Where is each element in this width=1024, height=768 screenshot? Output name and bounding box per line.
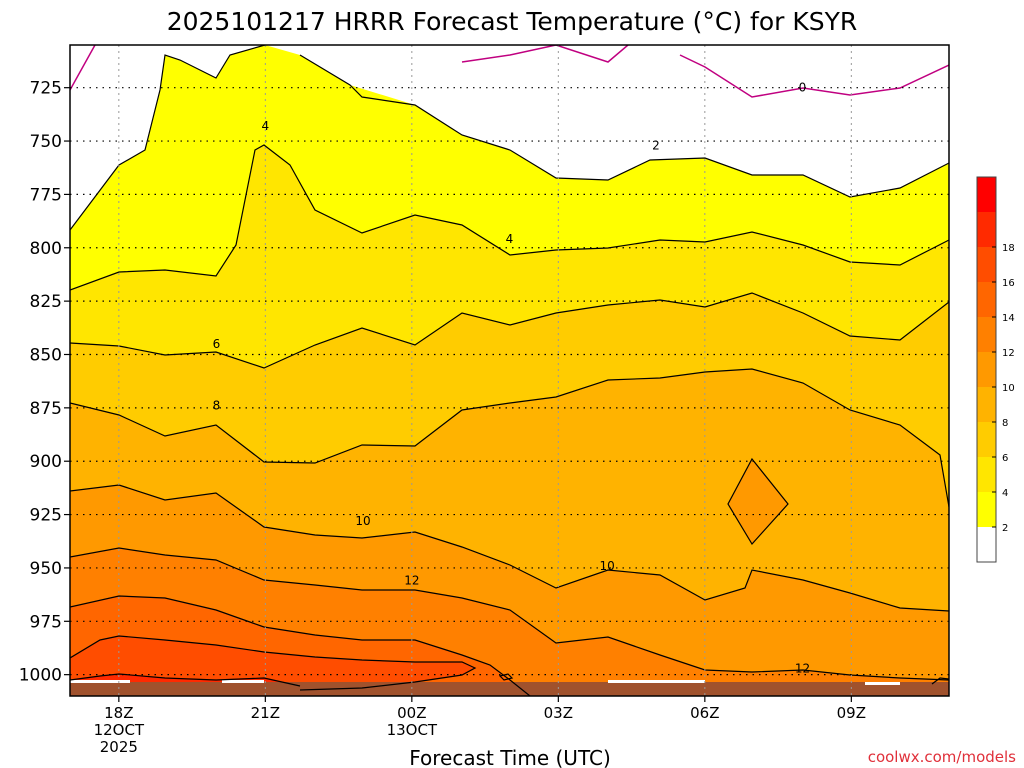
contour-line-2 bbox=[70, 45, 949, 231]
colorbar-label: 12 bbox=[1002, 348, 1015, 359]
colorbar-label: 4 bbox=[1002, 488, 1008, 499]
y-tick-label: 925 bbox=[30, 506, 62, 526]
x-tick-label: 09Z bbox=[837, 704, 866, 722]
x-tick-label: 21Z bbox=[251, 704, 280, 722]
y-tick-label: 825 bbox=[30, 292, 62, 312]
contour-label: 4 bbox=[262, 119, 270, 133]
contour-label: 10 bbox=[355, 514, 370, 528]
contour-label: 4 bbox=[506, 232, 514, 246]
y-axis-ticks: 725 750 775 800 825 850 875 900 925 950 975 1000 bbox=[19, 79, 70, 686]
colorbar-label: 14 bbox=[1002, 313, 1015, 324]
colorbar: 2 4 6 8 10 12 14 16 18 bbox=[976, 176, 1015, 563]
x-tick-label: 18Z bbox=[104, 704, 133, 722]
colorbar-label: 18 bbox=[1002, 243, 1015, 254]
y-tick-label: 775 bbox=[30, 185, 62, 205]
credit-text: coolwx.com/models bbox=[868, 748, 1016, 766]
x-tick-label: 12OCT bbox=[94, 721, 145, 739]
contour-line-8 bbox=[70, 368, 949, 508]
x-tick-label: 06Z bbox=[690, 704, 719, 722]
contour-label: 2 bbox=[652, 138, 660, 152]
contour-line-10 bbox=[70, 484, 949, 612]
contour-label: 12 bbox=[404, 574, 419, 588]
colorbar-label: 16 bbox=[1002, 278, 1015, 289]
contour-lines bbox=[70, 45, 949, 696]
contour-line-10-island bbox=[727, 457, 789, 546]
y-tick-label: 875 bbox=[30, 399, 62, 419]
contour-line-4 bbox=[70, 144, 949, 291]
colorbar-swatch bbox=[977, 352, 996, 387]
colorbar-swatch bbox=[977, 317, 996, 352]
colorbar-swatch bbox=[977, 527, 996, 562]
colorbar-swatch bbox=[977, 177, 996, 212]
y-tick-label: 900 bbox=[30, 452, 62, 472]
contour-label: 6 bbox=[213, 337, 221, 351]
y-tick-label: 950 bbox=[30, 559, 62, 579]
colorbar-label: 6 bbox=[1002, 453, 1008, 464]
ground-gap bbox=[222, 680, 264, 683]
colorbar-swatch bbox=[977, 492, 996, 527]
contour-line-small bbox=[498, 673, 949, 685]
x-tick-label: 03Z bbox=[544, 704, 573, 722]
band-10-12-island bbox=[728, 459, 788, 544]
plot-frame bbox=[69, 44, 950, 697]
ground-gap bbox=[70, 680, 130, 683]
y-tick-label: 800 bbox=[30, 239, 62, 259]
colorbar-label: 10 bbox=[1002, 383, 1015, 394]
y-tick-label: 975 bbox=[30, 612, 62, 632]
colorbar-swatch bbox=[977, 247, 996, 282]
contour-label: 0 bbox=[799, 81, 807, 95]
contour-label: 12 bbox=[795, 661, 810, 675]
y-tick-label: 1000 bbox=[19, 666, 62, 686]
colorbar-swatch bbox=[977, 282, 996, 317]
x-tick-label: 13OCT bbox=[387, 721, 438, 739]
y-tick-label: 725 bbox=[30, 79, 62, 99]
contour-line-12 bbox=[70, 547, 949, 681]
ground-gap bbox=[608, 680, 705, 683]
x-tick-label: 00Z bbox=[397, 704, 426, 722]
colorbar-label: 2 bbox=[1002, 523, 1008, 534]
y-tick-label: 750 bbox=[30, 132, 62, 152]
colorbar-swatch bbox=[977, 387, 996, 422]
chart-title: 2025101217 HRRR Forecast Temperature (°C… bbox=[167, 7, 858, 36]
grid-lines bbox=[70, 45, 949, 696]
contour-line-16 bbox=[70, 635, 477, 691]
contour-line-18 bbox=[70, 673, 301, 687]
colorbar-label: 8 bbox=[1002, 418, 1008, 429]
colorbar-swatch bbox=[977, 422, 996, 457]
contour-label: 8 bbox=[213, 399, 221, 413]
colorbar-swatch bbox=[977, 457, 996, 492]
contour-line-6 bbox=[70, 292, 949, 369]
colorbar-frame bbox=[976, 176, 997, 563]
contour-label: 10 bbox=[600, 559, 615, 573]
colorbar-swatch bbox=[977, 212, 996, 247]
x-axis-label: Forecast Time (UTC) bbox=[409, 746, 611, 768]
contour-line-14 bbox=[70, 595, 531, 696]
contour-line-0 bbox=[70, 45, 949, 98]
ground-gap bbox=[865, 682, 900, 685]
x-tick-label: 2025 bbox=[100, 738, 138, 756]
contour-labels: 0 2 4 4 6 8 10 10 12 12 bbox=[213, 81, 810, 676]
y-tick-label: 850 bbox=[30, 345, 62, 365]
filled-contours bbox=[70, 45, 949, 696]
ground-surface bbox=[70, 682, 949, 696]
